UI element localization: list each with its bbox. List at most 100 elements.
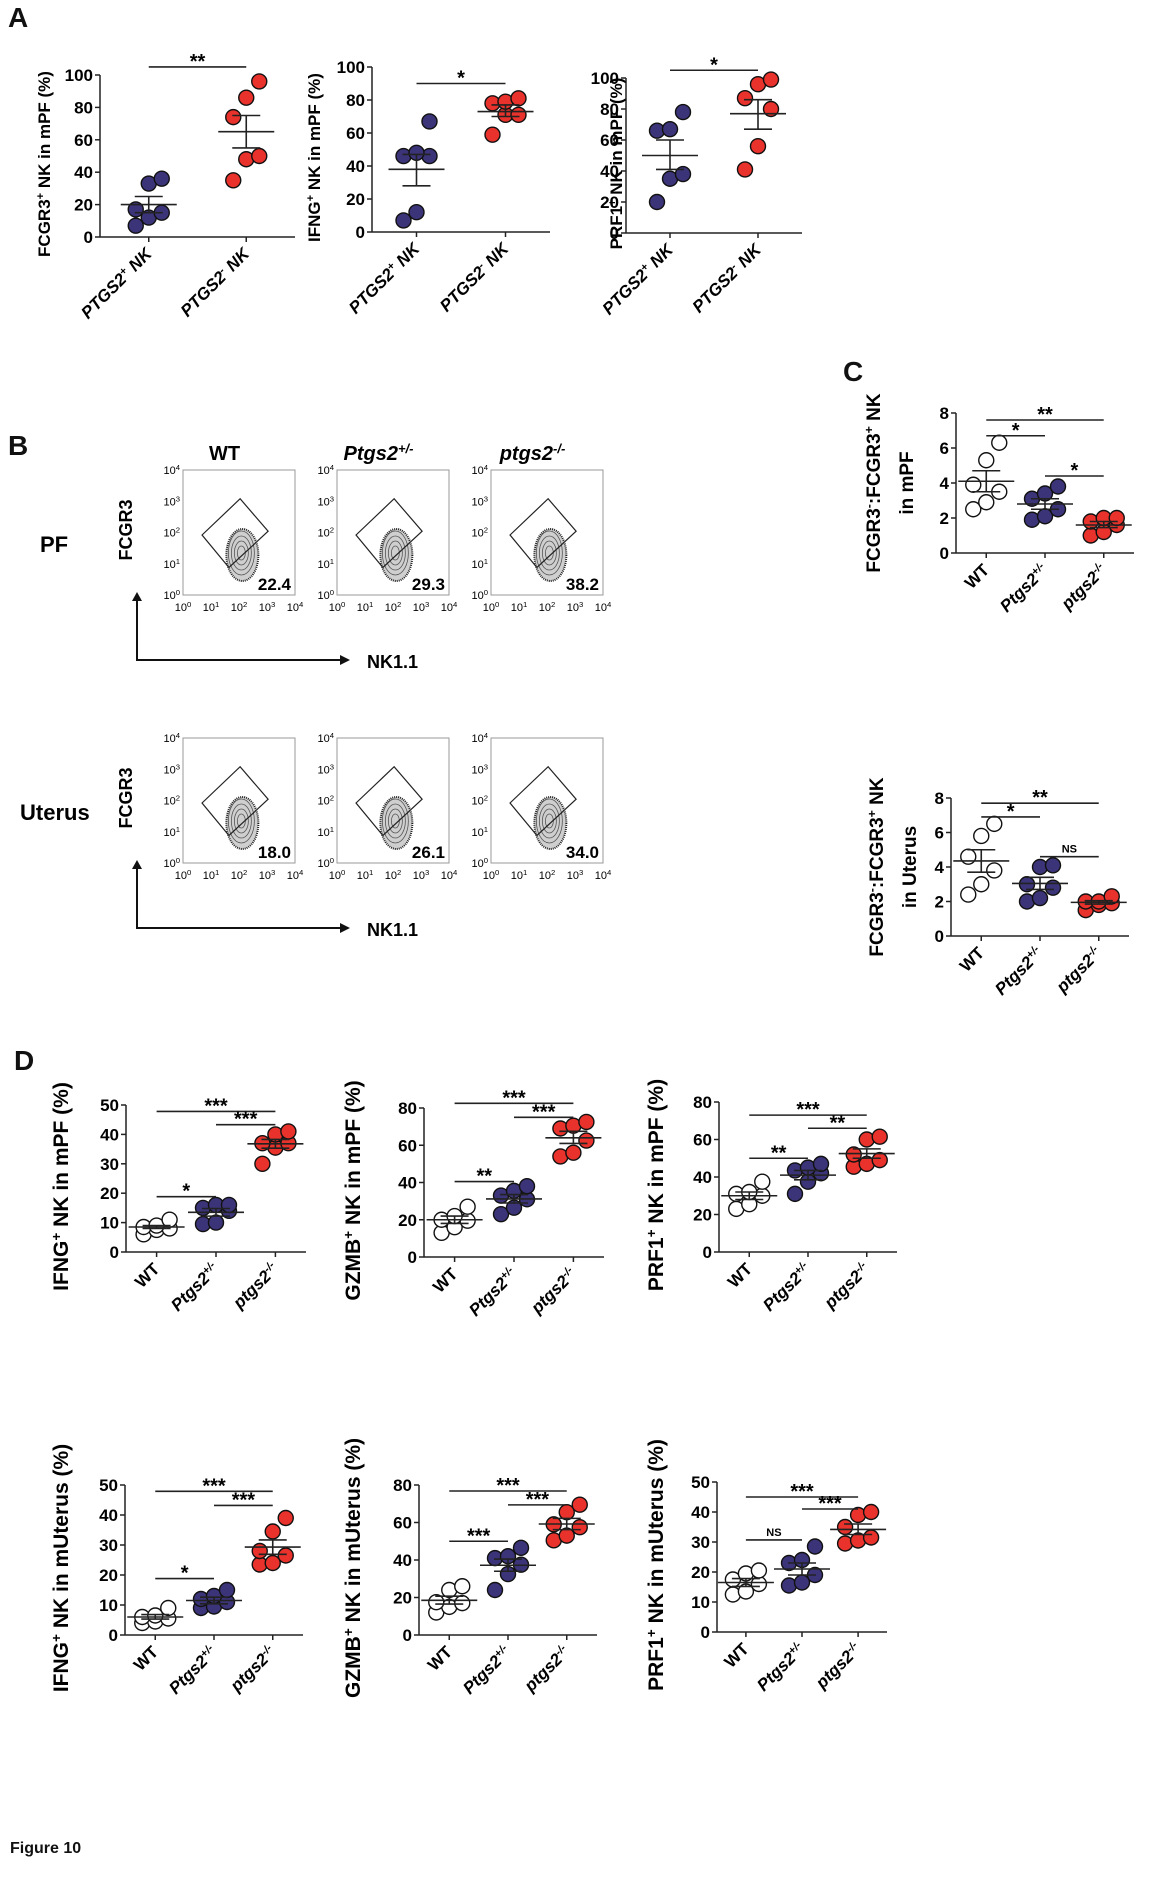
y-tick-label: 0 (703, 1243, 712, 1262)
y-tick-label: 30 (99, 1536, 118, 1555)
data-point (812, 1155, 830, 1173)
flow-y-tick-label: 104 (317, 731, 334, 746)
flow-x-tick-label: 100 (175, 600, 192, 615)
y-tick-label: 2 (935, 893, 944, 912)
data-point (1044, 857, 1062, 874)
gate-polygon (201, 765, 269, 837)
y-tick-label: 40 (99, 1506, 118, 1525)
data-point (225, 108, 242, 126)
x-tick-label: PTGS2+ NK (345, 238, 424, 317)
flow-x-tick-label: 100 (483, 600, 500, 615)
data-point (428, 1593, 445, 1611)
flow-x-tick-label: 103 (259, 600, 276, 615)
x-tick-label: Ptgs2+/- (167, 1259, 223, 1315)
flow-y-tick-label: 100 (471, 856, 488, 871)
y-tick-label: 80 (74, 98, 93, 117)
contour-line (538, 535, 560, 571)
gate-percentage: 26.1 (412, 843, 445, 862)
flow-y-tick-label: 100 (163, 588, 180, 603)
data-point (674, 103, 692, 121)
flow-x-tick-label: 104 (287, 600, 304, 615)
data-point (749, 137, 767, 155)
y-tick-label: 0 (403, 1626, 412, 1645)
y-tick-label: 80 (398, 1099, 417, 1118)
flow-y-axis-label: FCGR3 (116, 767, 136, 828)
data-point (862, 1503, 880, 1521)
flow-axis-arrow (136, 863, 345, 929)
flow-x-tick-label: 102 (231, 868, 248, 883)
flow-x-tick-label: 102 (385, 600, 402, 615)
significance-label: *** (532, 1101, 556, 1123)
data-point (754, 1173, 771, 1190)
data-point (277, 1547, 294, 1564)
y-tick-label: 6 (940, 439, 949, 458)
y-tick-label: 0 (110, 1243, 119, 1262)
flow-y-tick-label: 104 (163, 731, 180, 746)
gate-polygon (509, 497, 577, 569)
data-point (421, 113, 438, 130)
data-point (965, 476, 982, 493)
y-tick-label: 40 (691, 1503, 710, 1522)
y-tick-label: 4 (940, 474, 950, 493)
data-point (251, 73, 268, 90)
x-tick-label: WT (721, 1639, 754, 1672)
flow-y-tick-label: 104 (317, 463, 334, 478)
flow-x-tick-label: 103 (413, 868, 430, 883)
y-tick-label: 10 (100, 1214, 119, 1233)
y-tick-label: 60 (693, 1131, 712, 1150)
flow-y-tick-label: 104 (471, 731, 488, 746)
data-point (454, 1594, 471, 1612)
gate-percentage: 29.3 (412, 575, 445, 594)
y-tick-label: 20 (398, 1211, 417, 1230)
significance-label: *** (202, 1475, 226, 1497)
x-tick-label: ptgs2-/- (820, 1259, 874, 1313)
x-tick-label: Ptgs2+/- (996, 560, 1052, 616)
arrow-up-icon (132, 860, 142, 869)
significance-label: * (1012, 420, 1020, 442)
significance-label: ** (830, 1112, 846, 1134)
data-point (280, 1123, 297, 1140)
flow-x-tick-label: 104 (287, 868, 304, 883)
data-point (492, 1205, 510, 1223)
flow-x-tick-label: 102 (231, 600, 248, 615)
gate-polygon (355, 765, 423, 837)
data-point (965, 501, 982, 518)
x-tick-label: Ptgs2+/- (465, 1264, 521, 1320)
flow-y-tick-label: 101 (471, 824, 488, 839)
data-point (1049, 478, 1067, 495)
significance-label: * (182, 1181, 190, 1203)
flow-y-tick-label: 100 (163, 856, 180, 871)
contour-line (233, 808, 249, 834)
chart-d4: 0 10 20 30 40 50 IFNG+ NK in mUterus (%) WT Ptgs… (49, 1444, 303, 1698)
flow-x-tick-label: 101 (357, 868, 374, 883)
data-point (408, 203, 425, 221)
data-point (960, 886, 977, 903)
data-point (862, 1529, 880, 1546)
contour-line (381, 530, 409, 576)
flow-x-tick-label: 104 (595, 600, 612, 615)
x-tick-label: WT (130, 1642, 163, 1675)
significance-label: *** (204, 1095, 228, 1117)
flow-row-label: PF (40, 532, 68, 557)
data-point (661, 120, 679, 138)
significance-label: *** (790, 1481, 814, 1503)
y-tick-label: 6 (935, 824, 944, 843)
chart-c2: 0 2 4 6 8 FCGR3-:FCGR3+ NK in Uterus WT Ptgs2+/-… (865, 777, 1129, 999)
y-tick-label: 40 (346, 157, 365, 176)
y-tick-label: 20 (693, 1206, 712, 1225)
significance-label: ** (190, 51, 206, 73)
gate-polygon (355, 497, 423, 569)
x-tick-label: ptgs2-/- (527, 1264, 581, 1318)
flow-x-tick-label: 104 (595, 868, 612, 883)
flow-column-header: Ptgs2+/- (343, 441, 413, 466)
contour-line (384, 535, 406, 571)
data-point (806, 1538, 824, 1555)
flow-y-tick-label: 101 (471, 556, 488, 571)
data-point (578, 1132, 595, 1149)
y-tick-label: 10 (99, 1596, 118, 1615)
x-tick-label: PTGS2- NK (689, 239, 766, 316)
chart-d5: 0 20 40 60 80 GZMB+ NK in mUterus (%) WT Ptgs2+… (341, 1438, 597, 1698)
